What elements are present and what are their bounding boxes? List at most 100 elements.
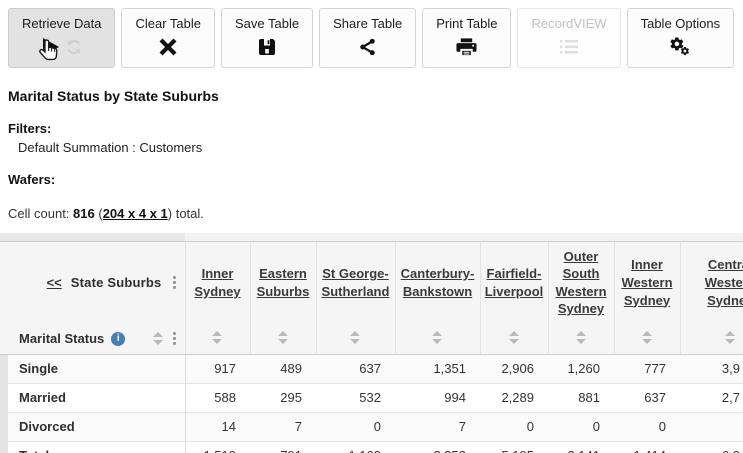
row-gutter bbox=[0, 440, 8, 453]
cell-count-prefix: Cell count: bbox=[8, 206, 74, 221]
column-header: Eastern Suburbs bbox=[250, 241, 317, 324]
column-header: Outer South Western Sydney bbox=[548, 241, 615, 324]
column-header: Inner Western Sydney bbox=[614, 241, 681, 324]
gears-icon bbox=[668, 36, 692, 58]
column-header-link[interactable]: Eastern Suburbs bbox=[256, 266, 310, 299]
measure-label: Marital Status bbox=[19, 331, 105, 347]
cell-value: 0 bbox=[480, 411, 548, 441]
recordview-button: RecordVIEW bbox=[517, 8, 621, 68]
row-label: Divorced bbox=[8, 411, 186, 441]
cell-value: 0 bbox=[548, 411, 614, 441]
page-title: Marital Status by State Suburbs bbox=[8, 88, 219, 104]
save-table-label: Save Table bbox=[235, 16, 300, 31]
cell-value: 777 bbox=[614, 353, 680, 383]
row-gutter bbox=[0, 353, 8, 383]
x-icon bbox=[158, 36, 178, 58]
sort-icon[interactable] bbox=[575, 330, 587, 344]
recordview-label: RecordVIEW bbox=[531, 16, 607, 31]
cell-value: 3,9 bbox=[680, 353, 743, 383]
print-table-button[interactable]: Print Table bbox=[422, 8, 512, 68]
cell-value: 2,906 bbox=[480, 353, 548, 383]
row-label: Total bbox=[8, 440, 186, 453]
kebab-menu-icon[interactable] bbox=[171, 274, 178, 291]
column-header-link[interactable]: Canterbury-Bankstown bbox=[400, 266, 475, 299]
cell-value: 1,351 bbox=[395, 353, 480, 383]
column-header-link[interactable]: Fairfield-Liverpool bbox=[484, 266, 544, 299]
sort-icon[interactable] bbox=[432, 330, 443, 344]
cell-value: 2,289 bbox=[480, 382, 548, 412]
cell-value: 7 bbox=[250, 411, 316, 441]
toolbar: Retrieve Data Clear Table Save T bbox=[0, 0, 743, 68]
row-dimension-header: << State Suburbs bbox=[0, 241, 186, 324]
cell-value: 0 bbox=[614, 411, 680, 441]
sort-row: Marital Status bbox=[0, 324, 743, 355]
sort-icon[interactable] bbox=[641, 330, 653, 344]
cell-value: 489 bbox=[250, 353, 316, 383]
column-header: Central Western Sydney bbox=[680, 241, 743, 324]
row-label: Married bbox=[8, 382, 186, 412]
cell-count-suffix: ) total. bbox=[167, 206, 204, 221]
column-header-link[interactable]: Outer South Western Sydney bbox=[555, 248, 607, 317]
cell-value: 2,7 bbox=[680, 382, 743, 412]
sort-icon[interactable] bbox=[508, 330, 520, 344]
measure-header-cell: Marital Status bbox=[8, 324, 186, 355]
column-header-row: << State Suburbs Inner Sydney Eastern Su… bbox=[0, 241, 743, 324]
cell-value: 917 bbox=[185, 353, 250, 383]
cell-value: 2,141 bbox=[548, 440, 614, 453]
sort-icon[interactable] bbox=[212, 330, 223, 344]
print-table-label: Print Table bbox=[436, 16, 498, 31]
cell-count-value: 816 bbox=[73, 206, 95, 221]
cell-count-line: Cell count: 816 (204 x 4 x 1) total. bbox=[8, 206, 743, 221]
cell-value: 1,260 bbox=[548, 353, 614, 383]
clear-table-button[interactable]: Clear Table bbox=[121, 8, 216, 68]
share-icon bbox=[358, 36, 377, 58]
cell-value: 14 bbox=[185, 411, 250, 441]
cell-value: 295 bbox=[250, 382, 316, 412]
retrieve-data-label: Retrieve Data bbox=[22, 16, 102, 31]
table-options-button[interactable]: Table Options bbox=[626, 8, 735, 68]
data-table: << State Suburbs Inner Sydney Eastern Su… bbox=[0, 233, 743, 453]
table-row: Single 917 489 637 1,351 2,906 1,260 777… bbox=[0, 353, 743, 383]
sort-icon[interactable] bbox=[152, 332, 164, 346]
column-header-link[interactable]: Central Western Sydney bbox=[704, 257, 743, 308]
cell-value bbox=[680, 411, 743, 441]
floppy-icon bbox=[257, 36, 277, 58]
save-table-button[interactable]: Save Table bbox=[221, 8, 314, 68]
table-top-strip bbox=[0, 233, 743, 242]
cell-count-link[interactable]: 204 x 4 x 1 bbox=[102, 206, 168, 221]
cell-value: 0 bbox=[316, 411, 395, 441]
table-row: Total 1,519 791 1,169 2,352 5,195 2,141 … bbox=[0, 440, 743, 453]
retrieve-data-button[interactable]: Retrieve Data bbox=[8, 8, 116, 68]
collapse-link[interactable]: << bbox=[46, 275, 62, 291]
data-table-container: << State Suburbs Inner Sydney Eastern Su… bbox=[0, 233, 743, 453]
sort-icon[interactable] bbox=[350, 330, 361, 344]
column-header-link[interactable]: Inner Sydney bbox=[194, 266, 241, 299]
sort-icon[interactable] bbox=[277, 330, 289, 344]
filters-value: Default Summation : Customers bbox=[18, 140, 203, 155]
table-options-label: Table Options bbox=[640, 16, 721, 31]
column-header: St George-Sutherland bbox=[316, 241, 396, 324]
row-gutter bbox=[0, 411, 8, 441]
table-row: Divorced 14 7 0 7 0 0 0 bbox=[0, 411, 743, 441]
cell-value: 532 bbox=[316, 382, 395, 412]
column-header-link[interactable]: St George-Sutherland bbox=[321, 266, 390, 299]
share-table-button[interactable]: Share Table bbox=[319, 8, 417, 68]
cell-value: 5,195 bbox=[480, 440, 548, 453]
row-label: Single bbox=[8, 353, 186, 383]
column-header-link[interactable]: Inner Western Sydney bbox=[621, 257, 673, 308]
cell-value: 791 bbox=[250, 440, 316, 453]
sort-icon[interactable] bbox=[724, 330, 736, 344]
filters-label: Filters: bbox=[8, 121, 52, 136]
cell-value: 6,9 bbox=[680, 440, 743, 453]
wafers-label: Wafers: bbox=[8, 172, 56, 187]
table-row: Married 588 295 532 994 2,289 881 637 2,… bbox=[0, 382, 743, 412]
cell-value: 7 bbox=[395, 411, 480, 441]
kebab-menu-icon[interactable] bbox=[171, 330, 178, 347]
info-icon[interactable] bbox=[111, 331, 126, 346]
column-header: Fairfield-Liverpool bbox=[480, 241, 549, 324]
cell-value: 1,414 bbox=[614, 440, 680, 453]
list-icon bbox=[559, 36, 579, 58]
cell-value: 637 bbox=[614, 382, 680, 412]
cell-value: 881 bbox=[548, 382, 614, 412]
row-dimension-title: State Suburbs bbox=[70, 275, 162, 291]
